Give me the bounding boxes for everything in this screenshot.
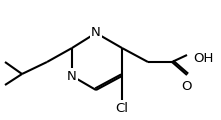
Text: N: N: [67, 69, 77, 83]
Text: Cl: Cl: [116, 102, 128, 114]
Text: O: O: [181, 79, 191, 93]
Text: N: N: [91, 27, 101, 39]
Text: OH: OH: [193, 51, 213, 65]
